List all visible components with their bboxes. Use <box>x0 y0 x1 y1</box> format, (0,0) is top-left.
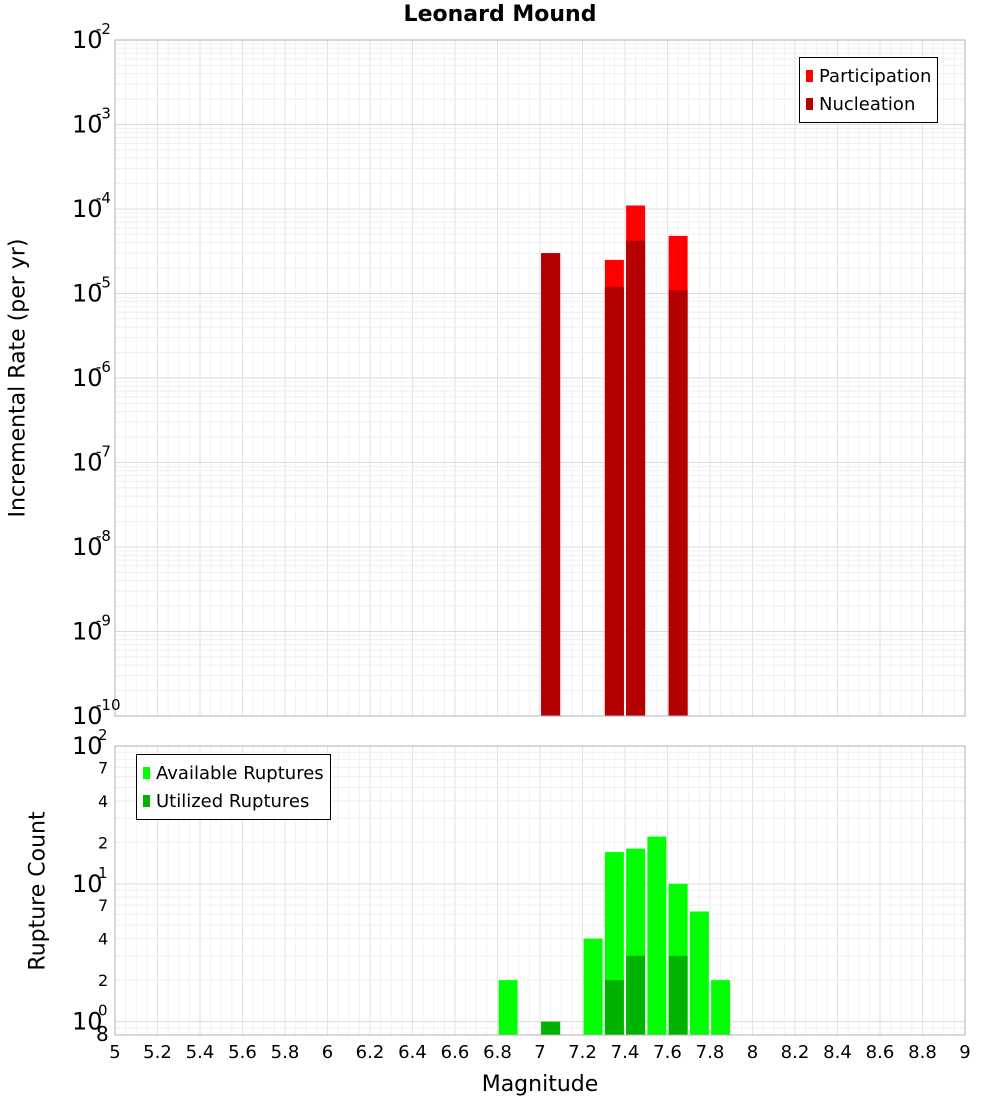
x-tick-label: 8.2 <box>781 1042 810 1063</box>
top-y-tick-label: 10 <box>72 364 103 392</box>
legend-item-available-ruptures: Available Ruptures <box>143 759 324 787</box>
x-tick-label: 7 <box>534 1042 545 1063</box>
x-tick-label: 7.2 <box>568 1042 597 1063</box>
nucleation-bar <box>541 253 561 716</box>
legend-label-participation: Participation <box>819 65 932 87</box>
bottom-y-minor-tick-label: 2 <box>98 833 108 852</box>
utilized-ruptures-bar <box>626 955 646 1035</box>
x-tick-label: 9 <box>959 1042 970 1063</box>
legend-item-utilized-ruptures: Utilized Ruptures <box>143 787 324 815</box>
x-tick-label: 5.6 <box>228 1042 257 1063</box>
legend-label-nucleation: Nucleation <box>819 93 916 115</box>
bottom-y-minor-tick-label: 8 <box>96 1022 109 1046</box>
bottom-y-minor-tick-label: 7 <box>98 896 108 915</box>
utilized-ruptures-bar <box>541 1021 561 1035</box>
bottom-y-tick-exponent: 2 <box>98 726 108 744</box>
available-ruptures-bar <box>583 938 603 1035</box>
top-y-tick-exponent: -4 <box>96 189 111 207</box>
top-y-tick-exponent: -6 <box>96 358 111 376</box>
top-y-tick-label: 10 <box>72 280 103 308</box>
bottom-y-tick-label: 10 <box>72 732 103 760</box>
top-y-tick-exponent: -3 <box>96 105 111 123</box>
top-plot-border <box>114 39 966 717</box>
top-y-tick-label: 10 <box>72 449 103 477</box>
nucleation-bar <box>626 240 646 716</box>
nucleation-bar <box>604 286 624 716</box>
top-y-tick-label: 10 <box>72 26 103 54</box>
bottom-y-minor-tick-label: 4 <box>98 792 108 811</box>
x-tick-label: 8.4 <box>823 1042 852 1063</box>
x-tick-label: 8.8 <box>908 1042 937 1063</box>
top-y-tick-exponent: -10 <box>96 696 121 714</box>
top-y-tick-label: 10 <box>72 702 103 730</box>
legend-item-participation: Participation <box>806 62 931 90</box>
x-tick-label: 7.6 <box>653 1042 682 1063</box>
chart-title: Leonard Mound <box>403 2 597 27</box>
x-tick-label: 7.8 <box>696 1042 725 1063</box>
utilized-ruptures-bar <box>668 955 688 1035</box>
top-legend: Participation Nucleation <box>799 57 939 123</box>
x-tick-label: 5.4 <box>186 1042 215 1063</box>
x-tick-label: 5.2 <box>143 1042 172 1063</box>
available-ruptures-bar <box>498 980 518 1035</box>
top-y-tick-label: 10 <box>72 618 103 646</box>
x-tick-label: 6 <box>322 1042 333 1063</box>
bottom-y-tick-label: 10 <box>72 1008 103 1036</box>
available-ruptures-bar <box>647 836 667 1035</box>
legend-label-utilized-ruptures: Utilized Ruptures <box>156 790 310 812</box>
top-y-tick-exponent: -7 <box>96 443 111 461</box>
available-ruptures-bar <box>711 980 731 1035</box>
x-tick-label: 6.8 <box>483 1042 512 1063</box>
top-y-tick-exponent: -8 <box>96 527 111 545</box>
top-y-tick-exponent: -5 <box>96 274 111 292</box>
bottom-y-minor-tick-label: 7 <box>98 758 108 777</box>
legend-swatch-available-ruptures <box>143 767 150 779</box>
available-ruptures-bar <box>689 911 709 1035</box>
x-axis-label: Magnitude <box>481 1072 599 1097</box>
top-y-tick-label: 10 <box>72 195 103 223</box>
x-tick-label: 5.8 <box>271 1042 300 1063</box>
utilized-ruptures-bar <box>604 980 624 1035</box>
top-y-tick-label: 10 <box>72 533 103 561</box>
bottom-y-tick-label: 10 <box>72 870 103 898</box>
bottom-legend: Available Ruptures Utilized Ruptures <box>136 754 331 820</box>
top-y-tick-label: 10 <box>72 111 103 139</box>
bottom-y-minor-tick-label: 2 <box>98 971 108 990</box>
bottom-plot-border <box>114 745 966 1036</box>
nucleation-bar <box>668 290 688 716</box>
legend-swatch-participation <box>806 70 813 82</box>
top-y-tick-exponent: -9 <box>96 612 111 630</box>
x-tick-label: 8 <box>747 1042 758 1063</box>
x-tick-label: 7.4 <box>611 1042 640 1063</box>
legend-item-nucleation: Nucleation <box>806 90 931 118</box>
legend-label-available-ruptures: Available Ruptures <box>156 762 324 784</box>
x-tick-label: 8.6 <box>866 1042 895 1063</box>
x-tick-label: 6.4 <box>398 1042 427 1063</box>
bottom-y-tick-exponent: 1 <box>98 864 108 882</box>
legend-swatch-nucleation <box>806 98 813 110</box>
top-y-tick-exponent: -2 <box>96 20 111 38</box>
legend-swatch-utilized-ruptures <box>143 795 150 807</box>
bottom-y-tick-exponent: 0 <box>98 1002 108 1020</box>
x-tick-label: 6.6 <box>441 1042 470 1063</box>
x-tick-label: 5 <box>109 1042 120 1063</box>
bottom-y-minor-tick-label: 4 <box>98 930 108 949</box>
x-tick-label: 6.2 <box>356 1042 385 1063</box>
